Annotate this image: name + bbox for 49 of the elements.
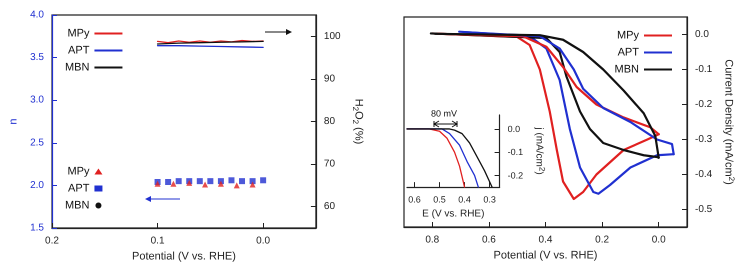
legend-label: MPy	[67, 166, 90, 178]
y-tick-label: -0.2	[508, 170, 524, 180]
y-tick-label: 0.0	[508, 124, 520, 134]
x-tick-label: 0.2	[595, 234, 610, 246]
x-tick-label: 0.5	[433, 194, 446, 205]
x-tick-label: 0.4	[458, 194, 471, 205]
legend-label: MBN	[614, 64, 640, 76]
x-tick-label: 0.0	[652, 234, 666, 246]
y2-axis-title: H2O2 (%)	[351, 98, 364, 144]
y-tick-label: 3.5	[30, 52, 44, 64]
y2-tick-label: 60	[324, 201, 336, 212]
y-tick-label: 2.0	[30, 180, 44, 191]
y2-tick-label: 80	[324, 116, 336, 127]
y-tick-label: 1.5	[30, 222, 44, 234]
x-tick-label: 0.3	[483, 194, 496, 205]
x-tick-label: 0.2	[45, 236, 60, 246]
legend-label: APT	[68, 182, 90, 194]
x-tick-label: 0.8	[425, 234, 440, 246]
legend-label: MBN	[64, 200, 90, 212]
legend-label: MPy	[617, 30, 640, 42]
x-tick-label: 0.1	[150, 236, 165, 246]
x-tick-label: 0.6	[408, 194, 421, 205]
y2-tick-label: 100	[324, 30, 342, 42]
legend-label: MBN	[64, 62, 90, 74]
y-axis-title: Current Density (mA/cm2)	[722, 59, 736, 185]
y2-tick-label: 70	[324, 158, 336, 170]
legend-label: APT	[618, 46, 640, 58]
x-axis-title: E (V vs. RHE)	[422, 208, 484, 220]
annotation: 80 mV	[430, 108, 458, 118]
x-tick-label: 0.6	[482, 234, 496, 246]
x-axis-title: Potential (V vs. RHE)	[494, 249, 598, 262]
y-tick-label: 2.5	[30, 137, 44, 148]
y-tick-label: -0.2	[695, 99, 713, 110]
y-tick-label: -0.1	[508, 147, 524, 158]
y-tick-label: 4.0	[30, 10, 44, 20]
y-tick-label: -0.1	[695, 64, 713, 75]
legend-label: APT	[68, 44, 90, 56]
x-tick-label: 0.4	[538, 234, 553, 246]
y-axis-title: j (mA/cm2)	[534, 126, 546, 175]
legend-label: MPy	[67, 28, 90, 40]
y-tick-label: 0.0	[695, 29, 710, 40]
x-tick-label: 0.0	[256, 236, 271, 246]
y-axis-title: n	[8, 118, 20, 125]
y2-tick-label: 90	[324, 73, 336, 84]
x-axis-title: Potential (V vs. RHE)	[132, 250, 236, 262]
y-tick-label: 3.0	[30, 94, 44, 106]
y-tick-label: -0.5	[695, 204, 713, 215]
y-tick-label: -0.4	[695, 169, 713, 180]
y-tick-label: -0.3	[695, 134, 713, 145]
